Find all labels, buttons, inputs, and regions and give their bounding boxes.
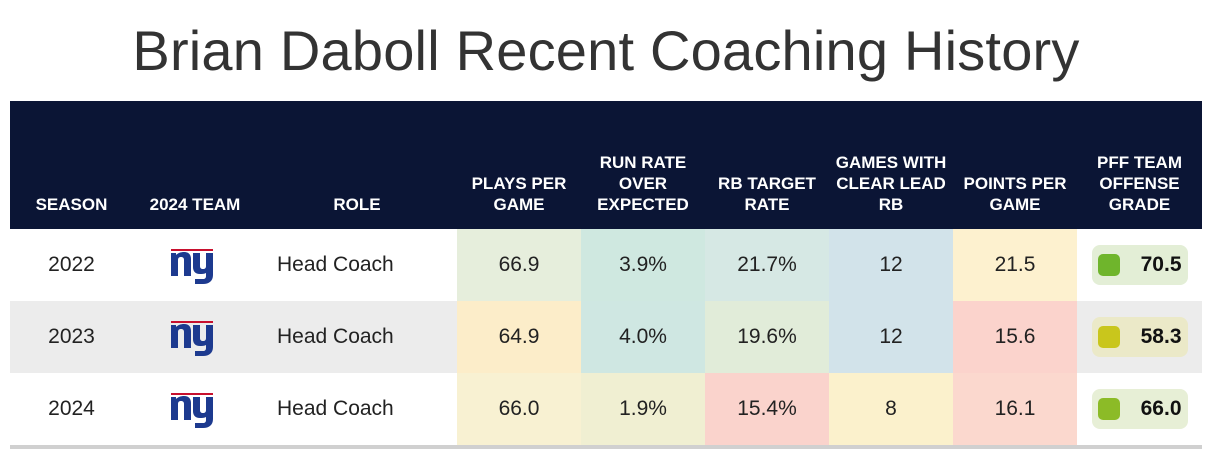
role-cell: Head Coach [277,253,394,276]
header-team: 2024 TEAM [149,195,241,214]
ny-giants-logo-icon [133,317,257,357]
games-lead-rb-cell: 12 [829,301,953,373]
games-lead-rb-cell: 8 [829,373,953,449]
grade-value: 66.0 [1140,397,1182,420]
table-row: 2022 Head Coach 66.9 3.9% 21.7% 12 21.5 … [10,229,1202,301]
rb-target-cell: 21.7% [705,229,829,301]
header-games-lead-rb: GAMES WITH CLEAR LEAD RB [835,153,947,214]
header-season: SEASON [35,195,108,214]
role-cell: Head Coach [277,325,394,348]
ny-giants-logo-icon [133,245,257,285]
season-cell: 2024 [10,373,133,449]
season-cell: 2023 [48,325,95,348]
team-logo-cell [133,229,257,301]
rb-target-cell: 19.6% [705,301,829,373]
run-rate-cell: 4.0% [581,301,705,373]
rb-target-cell: 15.4% [705,373,829,449]
team-logo-cell [133,301,257,373]
header-row: SEASON 2024 TEAM ROLE PLAYS PER GAME RUN… [10,101,1202,229]
header-run-rate: RUN RATE OVER EXPECTED [597,153,689,214]
pff-grade-cell: 58.3 [1077,301,1202,373]
header-plays: PLAYS PER GAME [471,174,567,214]
header-rb-target: RB TARGET RATE [718,174,816,214]
header-points: POINTS PER GAME [963,174,1067,214]
pff-grade-cell: 66.0 [1077,373,1202,449]
table-row: 2024 Head Coach 66.0 1.9% 15.4% 8 16.1 6… [10,373,1202,449]
grade-badge: 70.5 [1091,245,1188,285]
grade-badge: 58.3 [1091,317,1188,357]
grade-value: 70.5 [1140,253,1182,276]
team-logo-cell [133,373,257,449]
page-title: Brian Daboll Recent Coaching History [132,19,1080,82]
header-pff-grade: PFF TEAM OFFENSE GRADE [1097,153,1182,214]
grade-value: 58.3 [1140,325,1182,348]
games-lead-rb-cell: 12 [829,229,953,301]
role-cell: Head Coach [257,373,457,449]
points-cell: 16.1 [953,373,1077,449]
table-row: 2023 Head Coach 64.9 4.0% 19.6% 12 15.6 … [10,301,1202,373]
plays-cell: 66.0 [457,373,581,449]
points-cell: 21.5 [953,229,1077,301]
coaching-history-table: SEASON 2024 TEAM ROLE PLAYS PER GAME RUN… [10,101,1202,449]
grade-color-swatch [1097,254,1120,276]
plays-cell: 66.9 [457,229,581,301]
season-cell: 2022 [48,253,95,276]
run-rate-cell: 1.9% [581,373,705,449]
grade-color-swatch [1097,326,1120,348]
grade-color-swatch [1097,398,1120,420]
points-cell: 15.6 [953,301,1077,373]
plays-cell: 64.9 [457,301,581,373]
pff-grade-cell: 70.5 [1077,229,1202,301]
ny-giants-logo-icon [133,389,257,429]
run-rate-cell: 3.9% [581,229,705,301]
grade-badge: 66.0 [1091,389,1188,429]
header-role: ROLE [333,195,381,214]
